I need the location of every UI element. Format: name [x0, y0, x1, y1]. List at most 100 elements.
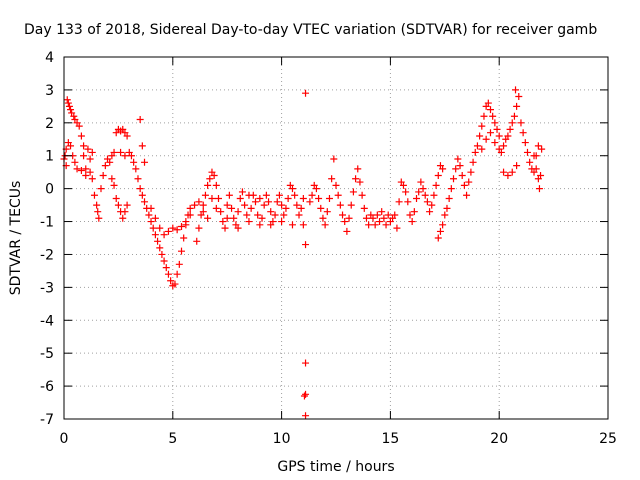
- data-point: [154, 237, 162, 245]
- data-point: [280, 211, 288, 219]
- y-tick-label: -2: [40, 247, 54, 263]
- data-point: [482, 135, 490, 143]
- data-point: [317, 204, 325, 212]
- data-point: [136, 185, 144, 193]
- data-point: [117, 148, 125, 156]
- data-point: [77, 167, 85, 175]
- data-point: [456, 162, 464, 170]
- data-point: [201, 191, 209, 199]
- data-point: [426, 208, 434, 216]
- data-point: [519, 129, 527, 137]
- data-point: [526, 158, 534, 166]
- data-point: [162, 264, 170, 272]
- data-point: [380, 214, 388, 222]
- data-point: [500, 142, 508, 150]
- data-point: [291, 191, 299, 199]
- data-point: [365, 221, 373, 229]
- data-point: [471, 148, 479, 156]
- data-point: [419, 185, 427, 193]
- data-point: [391, 211, 399, 219]
- data-point: [530, 168, 538, 176]
- data-points: [60, 86, 546, 420]
- data-point: [160, 231, 168, 239]
- data-point: [300, 392, 308, 400]
- data-point: [178, 222, 186, 230]
- data-point: [434, 234, 442, 242]
- data-point: [415, 188, 423, 196]
- data-point: [508, 168, 516, 176]
- data-point: [354, 165, 362, 173]
- x-tick-label: 10: [273, 431, 291, 447]
- data-point: [493, 125, 501, 133]
- data-point: [512, 86, 520, 94]
- data-point: [413, 195, 421, 203]
- data-point: [515, 92, 523, 100]
- data-point: [94, 208, 102, 216]
- data-point: [441, 211, 449, 219]
- data-point: [410, 208, 418, 216]
- data-point: [497, 148, 505, 156]
- data-point: [195, 198, 203, 206]
- data-point: [349, 188, 357, 196]
- data-point: [251, 198, 259, 206]
- data-point: [193, 237, 201, 245]
- data-point: [504, 132, 512, 140]
- data-point: [88, 175, 96, 183]
- data-point: [97, 185, 105, 193]
- data-point: [469, 158, 477, 166]
- x-tick-label: 15: [381, 431, 399, 447]
- data-point: [358, 191, 366, 199]
- data-point: [260, 201, 268, 209]
- data-point: [212, 181, 220, 189]
- y-tick-label: -4: [40, 313, 54, 329]
- data-point: [406, 211, 414, 219]
- x-axis-label: GPS time / hours: [277, 459, 394, 475]
- data-point: [141, 158, 149, 166]
- data-point: [99, 171, 107, 179]
- data-point: [302, 241, 310, 249]
- y-tick-label: -5: [40, 346, 54, 362]
- data-point: [299, 221, 307, 229]
- data-point: [278, 218, 286, 226]
- data-point: [343, 227, 351, 235]
- data-point: [134, 175, 142, 183]
- data-point: [236, 195, 244, 203]
- data-point: [432, 181, 440, 189]
- data-point: [319, 214, 327, 222]
- data-point: [151, 231, 159, 239]
- data-point: [75, 122, 83, 130]
- data-point: [245, 218, 253, 226]
- data-point: [178, 247, 186, 255]
- data-point: [186, 211, 194, 219]
- data-point: [258, 214, 266, 222]
- data-point: [88, 148, 96, 156]
- data-point: [191, 201, 199, 209]
- data-point: [473, 142, 481, 150]
- y-tick-label: 4: [45, 50, 54, 66]
- data-point: [112, 195, 120, 203]
- data-point: [288, 185, 296, 193]
- data-point: [241, 201, 249, 209]
- data-point: [151, 214, 159, 222]
- data-point: [534, 142, 542, 150]
- data-point: [223, 201, 231, 209]
- data-point: [136, 116, 144, 124]
- data-point: [123, 132, 131, 140]
- data-point: [243, 211, 251, 219]
- x-tick-label: 25: [599, 431, 617, 447]
- y-tick-label: -7: [40, 412, 54, 428]
- data-point: [408, 218, 416, 226]
- data-point: [356, 178, 364, 186]
- data-point: [465, 178, 473, 186]
- data-point: [378, 208, 386, 216]
- data-point: [393, 224, 401, 232]
- data-point: [517, 119, 525, 127]
- data-point: [221, 224, 229, 232]
- data-point: [321, 221, 329, 229]
- data-point: [84, 145, 92, 153]
- data-point: [360, 204, 368, 212]
- data-point: [336, 201, 344, 209]
- data-point: [145, 211, 153, 219]
- data-point: [169, 224, 177, 232]
- data-point: [476, 132, 484, 140]
